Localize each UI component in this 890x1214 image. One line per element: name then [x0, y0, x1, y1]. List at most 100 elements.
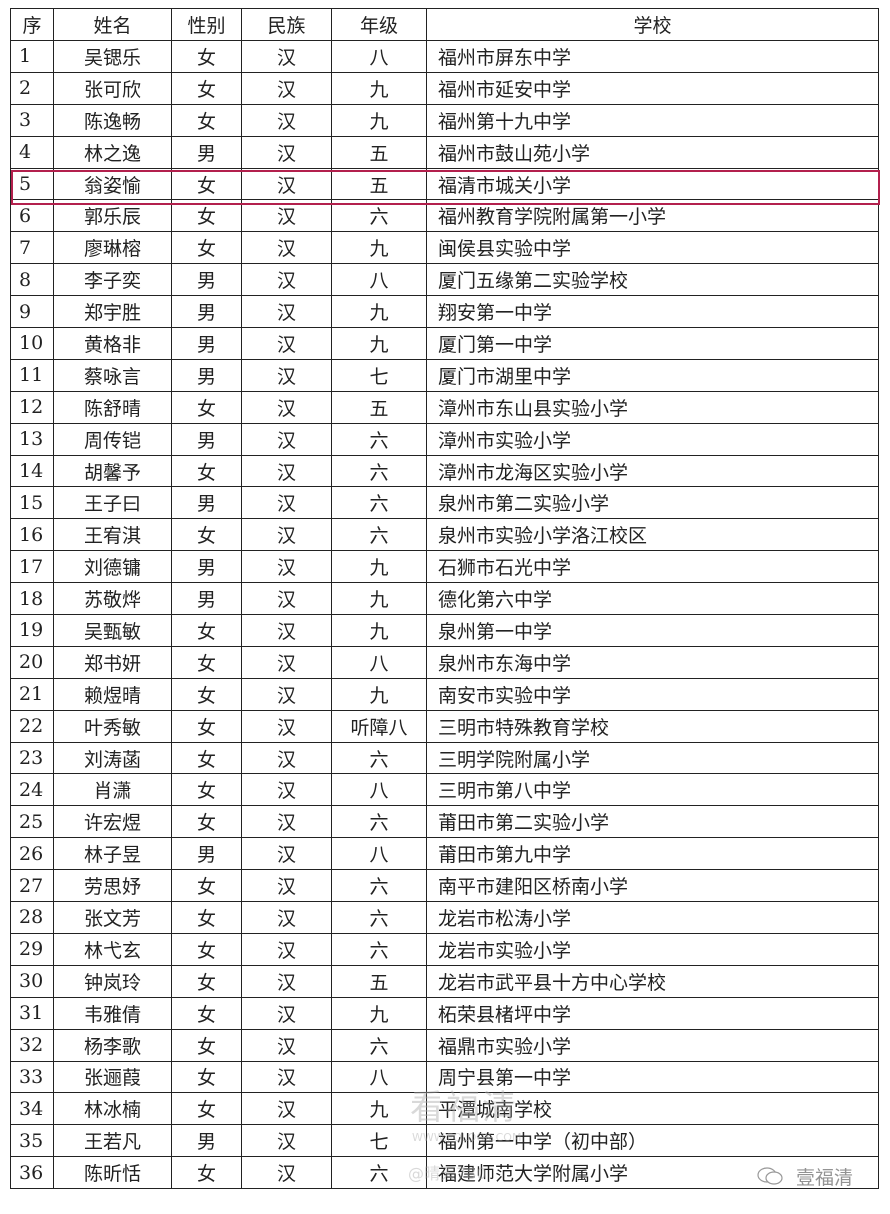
table-row: 8 李子奕男汉八厦门五缘第二实验学校 — [10, 263, 879, 297]
cell-school: 周宁县第一中学 — [426, 1060, 879, 1094]
cell-ethnicity: 汉 — [241, 1060, 332, 1094]
cell-gender: 女 — [171, 1060, 242, 1094]
cell-name: 许宏煜 — [53, 805, 172, 839]
cell-ethnicity: 汉 — [241, 996, 332, 1030]
cell-school: 厦门第一中学 — [426, 327, 879, 360]
cell-school: 福州市延安中学 — [426, 71, 879, 105]
student-table: 序 姓名 性别 民族 年级 学校 1 吴锶乐女汉八福州市屏东中学 2 张可欣女汉九福州… — [10, 8, 879, 1190]
cell-ethnicity: 汉 — [241, 263, 332, 297]
table-row: 24 肖潇女汉八三明市第八中学 — [10, 773, 879, 807]
cell-school: 福州市屏东中学 — [426, 40, 879, 73]
cell-gender: 女 — [171, 103, 242, 137]
cell-school: 福州第一中学（初中部） — [426, 1124, 879, 1158]
cell-gender: 女 — [171, 645, 242, 679]
cell-school: 南安市实验中学 — [426, 677, 879, 711]
cell-ethnicity: 汉 — [241, 869, 332, 903]
cell-index: 28 — [10, 901, 54, 934]
table-row: 15 王子曰男汉六泉州市第二实验小学 — [10, 486, 879, 520]
cell-grade: 九 — [331, 103, 427, 137]
cell-gender: 女 — [171, 199, 242, 233]
cell-name: 杨李歌 — [53, 1028, 172, 1062]
table-row: 28 张文芳女汉六龙岩市松涛小学 — [10, 901, 879, 934]
cell-grade: 九 — [331, 327, 427, 360]
header-school: 学校 — [426, 8, 879, 41]
cell-name: 韦雅倩 — [53, 996, 172, 1030]
cell-school: 泉州市第二实验小学 — [426, 486, 879, 520]
cell-gender: 女 — [171, 1028, 242, 1062]
cell-name: 王子曰 — [53, 486, 172, 520]
cell-ethnicity: 汉 — [241, 295, 332, 329]
cell-grade: 九 — [331, 996, 427, 1030]
cell-ethnicity: 汉 — [241, 327, 332, 360]
cell-name: 陈逸畅 — [53, 103, 172, 137]
cell-gender: 女 — [171, 40, 242, 73]
table-row: 6 郭乐辰女汉六福州教育学院附属第一小学 — [10, 199, 879, 233]
cell-gender: 女 — [171, 518, 242, 552]
table-row: 14 胡馨予女汉六漳州市龙海区实验小学 — [10, 454, 879, 488]
cell-ethnicity: 汉 — [241, 486, 332, 520]
cell-index: 4 — [10, 135, 54, 169]
table-row: 1 吴锶乐女汉八福州市屏东中学 — [10, 40, 879, 73]
cell-index: 34 — [10, 1092, 54, 1126]
cell-grade: 九 — [331, 231, 427, 265]
cell-school: 泉州市实验小学洛江校区 — [426, 518, 879, 552]
table-row: 20 郑书妍女汉八泉州市东海中学 — [10, 645, 879, 679]
cell-gender: 女 — [171, 390, 242, 424]
cell-gender: 女 — [171, 964, 242, 998]
cell-gender: 女 — [171, 869, 242, 903]
cell-name: 张逦葭 — [53, 1060, 172, 1094]
table-row: 10 黄格非男汉九厦门第一中学 — [10, 327, 879, 360]
cell-gender: 女 — [171, 901, 242, 934]
cell-gender: 男 — [171, 358, 242, 392]
table-row: 12 陈舒晴女汉五漳州市东山县实验小学 — [10, 390, 879, 424]
cell-grade: 六 — [331, 199, 427, 233]
cell-ethnicity: 汉 — [241, 199, 332, 233]
cell-grade: 九 — [331, 295, 427, 329]
cell-ethnicity: 汉 — [241, 773, 332, 807]
cell-index: 31 — [10, 996, 54, 1030]
cell-gender: 男 — [171, 1124, 242, 1158]
cell-index: 3 — [10, 103, 54, 137]
cell-name: 林之逸 — [53, 135, 172, 169]
cell-index: 6 — [10, 199, 54, 233]
cell-ethnicity: 汉 — [241, 741, 332, 775]
cell-school: 泉州第一中学 — [426, 614, 879, 647]
table-row: 36 陈昕恬女汉六福建师范大学附属小学 — [10, 1156, 879, 1190]
table-row: 4 林之逸男汉五福州市鼓山苑小学 — [10, 135, 879, 169]
table-row: 26 林子昱男汉八莆田市第九中学 — [10, 837, 879, 871]
cell-school: 莆田市第九中学 — [426, 837, 879, 871]
cell-school: 泉州市东海中学 — [426, 645, 879, 679]
cell-index: 26 — [10, 837, 54, 871]
cell-grade: 九 — [331, 550, 427, 584]
cell-index: 14 — [10, 454, 54, 488]
cell-gender: 男 — [171, 837, 242, 871]
cell-name: 王宥淇 — [53, 518, 172, 552]
table-row: 34 林冰楠女汉九平潭城南学校 — [10, 1092, 879, 1126]
cell-school: 厦门市湖里中学 — [426, 358, 879, 392]
header-grade: 年级 — [331, 8, 427, 41]
cell-grade: 听障八 — [331, 709, 427, 743]
cell-index: 19 — [10, 614, 54, 647]
cell-index: 1 — [10, 40, 54, 73]
cell-grade: 九 — [331, 71, 427, 105]
cell-school: 柘荣县楮坪中学 — [426, 996, 879, 1030]
cell-grade: 八 — [331, 837, 427, 871]
cell-ethnicity: 汉 — [241, 582, 332, 616]
cell-index: 30 — [10, 964, 54, 998]
cell-name: 林弋玄 — [53, 932, 172, 966]
cell-grade: 六 — [331, 932, 427, 966]
cell-ethnicity: 汉 — [241, 1092, 332, 1126]
cell-gender: 女 — [171, 932, 242, 966]
cell-grade: 六 — [331, 1156, 427, 1190]
cell-ethnicity: 汉 — [241, 231, 332, 265]
cell-name: 叶秀敏 — [53, 709, 172, 743]
cell-index: 36 — [10, 1156, 54, 1190]
cell-ethnicity: 汉 — [241, 454, 332, 488]
table-row: 19 吴甄敏女汉九泉州第一中学 — [10, 614, 879, 647]
cell-school: 福州市鼓山苑小学 — [426, 135, 879, 169]
cell-index: 15 — [10, 486, 54, 520]
cell-ethnicity: 汉 — [241, 358, 332, 392]
cell-school: 德化第六中学 — [426, 582, 879, 616]
cell-name: 郑书妍 — [53, 645, 172, 679]
cell-name: 王若凡 — [53, 1124, 172, 1158]
